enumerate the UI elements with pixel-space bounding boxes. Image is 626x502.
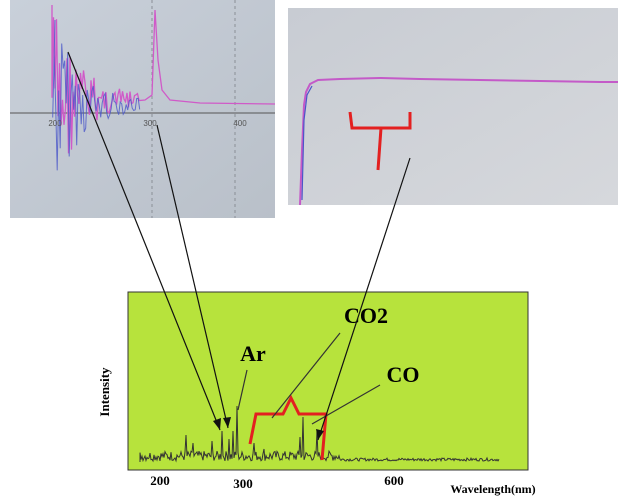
photo-background xyxy=(288,8,618,205)
x-axis-label: Wavelength(nm) xyxy=(450,482,535,496)
spectrum-chart: Intensity 200 300 600 Wavelength(nm) Ar … xyxy=(97,291,536,496)
annotation: Ar xyxy=(240,341,266,366)
x-tick-label: 200 xyxy=(150,473,170,488)
annotation: CO xyxy=(387,362,420,387)
connector-arrow xyxy=(317,157,411,441)
pointer xyxy=(271,332,341,419)
x-tick-label: 600 xyxy=(384,473,404,488)
spectrum-trace xyxy=(139,405,500,463)
y-axis-label: Intensity xyxy=(97,367,112,417)
photo-trace xyxy=(299,76,618,206)
x-tick-label: 300 xyxy=(233,476,253,491)
photo-trace xyxy=(52,19,141,171)
arrow-head xyxy=(213,418,221,430)
arrow-head xyxy=(316,429,324,440)
photo-tick-label: 300 xyxy=(143,119,157,128)
arrow-head xyxy=(223,417,231,428)
right-photo xyxy=(288,8,618,206)
photo-trace xyxy=(301,85,313,201)
annotation: CO2 xyxy=(344,303,388,328)
left-photo: 200 300 400 xyxy=(10,0,276,218)
red-bracket xyxy=(348,111,412,171)
connector-arrow xyxy=(67,51,221,431)
photo-tick-label: 400 xyxy=(233,119,247,128)
connector-arrow xyxy=(156,124,229,429)
chart-background xyxy=(127,291,529,471)
pointer xyxy=(237,369,248,411)
photo-tick-label: 200 xyxy=(48,119,62,128)
pointer xyxy=(311,384,381,425)
